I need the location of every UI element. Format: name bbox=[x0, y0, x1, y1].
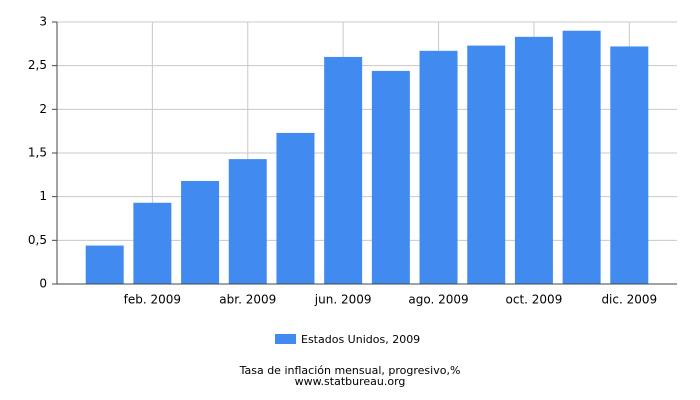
source: www.statbureau.org bbox=[295, 375, 406, 388]
bar bbox=[324, 56, 363, 284]
bar bbox=[562, 30, 601, 284]
bar bbox=[133, 202, 172, 284]
y-tick-label: 2,5 bbox=[28, 58, 47, 72]
bar bbox=[419, 50, 458, 284]
x-tick-label: jun. 2009 bbox=[314, 293, 372, 307]
y-tick-label: 1 bbox=[39, 189, 47, 203]
y-tick-label: 0 bbox=[39, 277, 47, 291]
legend-label: Estados Unidos, 2009 bbox=[301, 333, 420, 346]
bar bbox=[181, 180, 220, 284]
bar bbox=[228, 159, 267, 284]
y-tick-label: 1,5 bbox=[28, 146, 47, 160]
bar bbox=[276, 132, 315, 284]
legend-swatch bbox=[275, 334, 296, 344]
chart-title: Tasa de inflación mensual, progresivo,% bbox=[239, 364, 461, 377]
x-tick-label: ago. 2009 bbox=[408, 293, 468, 307]
x-tick-label: oct. 2009 bbox=[506, 293, 563, 307]
y-tick-label: 2 bbox=[39, 102, 47, 116]
x-tick-label: dic. 2009 bbox=[601, 293, 657, 307]
bar bbox=[514, 36, 553, 285]
bar bbox=[610, 46, 649, 284]
bar bbox=[85, 245, 124, 284]
y-tick-label: 0,5 bbox=[28, 233, 47, 247]
x-tick-label: feb. 2009 bbox=[124, 293, 181, 307]
bar bbox=[371, 70, 410, 284]
y-tick-label: 3 bbox=[39, 15, 47, 29]
bar bbox=[467, 45, 506, 284]
x-tick-label: abr. 2009 bbox=[219, 293, 276, 307]
